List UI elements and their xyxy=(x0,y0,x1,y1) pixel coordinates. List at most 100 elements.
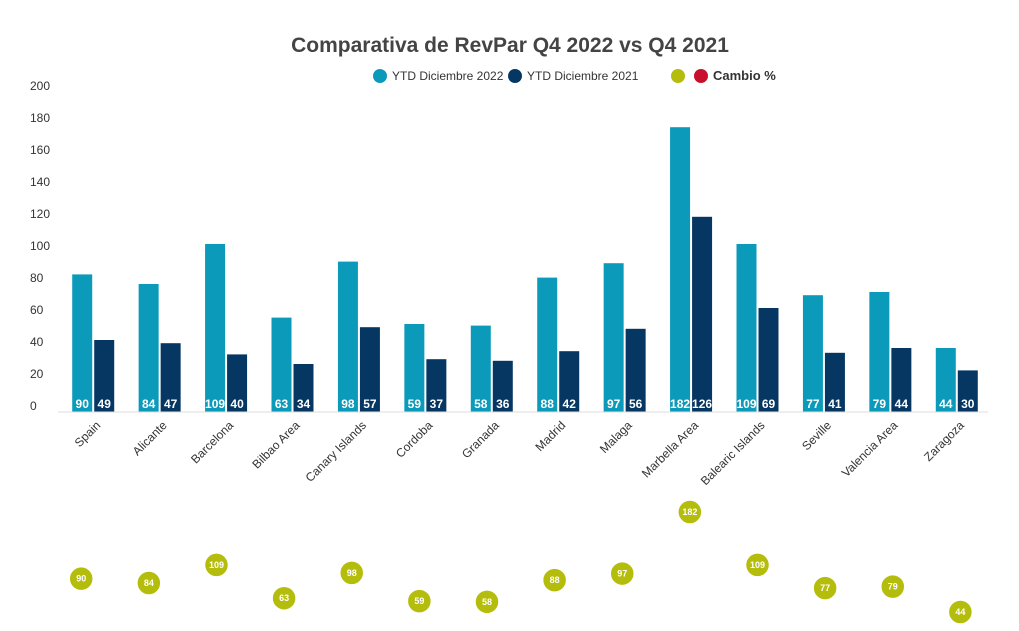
x-axis: Spain Alicante Barcelona Bilbao Area Canary … xyxy=(72,418,967,488)
bar-2021-label: 56 xyxy=(629,397,643,411)
bar-2021-label: 40 xyxy=(230,397,244,411)
bar-2022-label: 77 xyxy=(806,397,820,411)
change-bubble xyxy=(812,575,838,601)
chart-legend: YTD Diciembre 2022 YTD Diciembre 2021 Camb… xyxy=(373,68,776,83)
change-bubble xyxy=(68,565,94,592)
bar-2022 xyxy=(72,274,93,412)
x-tick-label: Canary Islands xyxy=(303,418,370,485)
bar-2022 xyxy=(603,263,624,412)
bar-2022 xyxy=(404,324,425,412)
legend-label: Cambio % xyxy=(713,68,776,83)
bar-2021-label: 49 xyxy=(98,397,112,411)
y-tick-label: 200 xyxy=(30,79,50,93)
chart-title: Comparativa de RevPar Q4 2022 vs Q4 2021 xyxy=(291,34,729,57)
bar-2022 xyxy=(470,325,491,412)
change-bubble xyxy=(203,552,230,578)
x-tick-label: Madrid xyxy=(532,418,568,454)
x-tick-label: Granada xyxy=(459,418,502,461)
change-bubble-label: 58 xyxy=(482,597,492,607)
bar-2021-label: 126 xyxy=(692,397,712,411)
bar-2021-label: 37 xyxy=(430,397,444,411)
change-bubble-label: 63 xyxy=(279,593,289,603)
x-tick-label: Barcelona xyxy=(188,418,236,466)
y-tick-label: 160 xyxy=(30,143,50,157)
bar-2022-label: 109 xyxy=(205,397,225,411)
bar-2021 xyxy=(359,327,380,412)
bar-2021-label: 57 xyxy=(363,397,377,411)
change-bubble xyxy=(677,499,703,525)
x-tick-label: Cordoba xyxy=(393,418,436,461)
change-bubble xyxy=(609,560,635,587)
change-bubble-label: 79 xyxy=(888,582,898,592)
bar-2022 xyxy=(271,317,292,412)
change-bubble-label: 90 xyxy=(76,574,86,584)
bars: 90 49 84 47 109 40 63 34 98 57 59 37 58 36 88 42 97 56 182… xyxy=(72,127,978,412)
change-bubble-label: 59 xyxy=(414,596,424,606)
bar-2021-label: 47 xyxy=(164,397,178,411)
change-bubble xyxy=(541,567,568,593)
x-tick-label: Malaga xyxy=(597,418,635,456)
y-tick-label: 180 xyxy=(30,111,50,125)
change-bubble xyxy=(474,589,500,615)
bar-2022-label: 58 xyxy=(474,397,488,411)
y-tick-label: 120 xyxy=(30,207,50,221)
bar-2021-label: 36 xyxy=(496,397,510,411)
y-axis: 0 20 40 60 80 100 120 140 160 180 200 xyxy=(30,79,50,413)
bar-2022 xyxy=(138,284,159,412)
change-bubble xyxy=(271,585,297,611)
change-bubble-label: 97 xyxy=(617,569,627,579)
legend-label: YTD Diciembre 2021 xyxy=(527,69,639,83)
bar-2022 xyxy=(869,292,890,412)
bar-2021 xyxy=(227,354,248,412)
bar-2022 xyxy=(537,277,558,412)
change-bubble xyxy=(947,599,974,625)
bar-2022-label: 59 xyxy=(408,397,422,411)
legend-marker xyxy=(508,69,522,83)
change-bubble-label: 109 xyxy=(750,560,765,570)
bar-2022-label: 97 xyxy=(607,397,621,411)
y-tick-label: 40 xyxy=(30,335,44,349)
x-tick-label: Alicante xyxy=(130,418,170,458)
y-tick-label: 100 xyxy=(30,239,50,253)
change-bubble xyxy=(406,588,433,614)
bar-2021-label: 34 xyxy=(297,397,311,411)
x-tick-label: Valencia Area xyxy=(839,418,901,480)
bar-2022-label: 63 xyxy=(275,397,289,411)
bar-2022-label: 98 xyxy=(341,397,355,411)
legend-marker xyxy=(671,69,685,83)
bar-2021-label: 42 xyxy=(563,397,577,411)
y-tick-label: 60 xyxy=(30,303,44,317)
bar-2022 xyxy=(670,127,691,412)
legend-marker xyxy=(694,69,708,83)
bar-2022-label: 88 xyxy=(541,397,555,411)
change-bubble-label: 98 xyxy=(347,568,357,578)
bar-2021 xyxy=(957,370,978,412)
x-tick-label: Spain xyxy=(72,418,104,450)
change-bubble-label: 109 xyxy=(209,560,224,570)
x-tick-label: Bilbao Area xyxy=(249,418,303,472)
legend-marker xyxy=(373,69,387,83)
bar-2021 xyxy=(891,348,912,412)
bar-2022 xyxy=(337,261,358,412)
bar-2021-label: 41 xyxy=(828,397,842,411)
change-bubble-label: 77 xyxy=(820,583,830,593)
y-tick-label: 0 xyxy=(30,399,37,413)
bar-2021 xyxy=(559,351,580,412)
y-tick-label: 20 xyxy=(30,367,44,381)
change-bubbles: 90 84 109 63 98 59 58 88 97 182 109 77 79 44 xyxy=(68,499,974,625)
x-tick-label: Marbella Area xyxy=(639,418,701,480)
bar-2021 xyxy=(625,328,646,412)
bar-2021 xyxy=(824,352,845,412)
bar-2021 xyxy=(94,340,115,412)
bar-2021 xyxy=(160,343,181,412)
legend-label: YTD Diciembre 2022 xyxy=(392,69,504,83)
change-bubble-label: 88 xyxy=(550,575,560,585)
bar-2022-label: 44 xyxy=(939,397,953,411)
change-bubble xyxy=(136,570,162,596)
change-bubble-label: 182 xyxy=(682,507,697,517)
bar-2021 xyxy=(692,216,713,412)
bar-2021 xyxy=(492,360,513,412)
bar-2021-label: 30 xyxy=(961,397,975,411)
